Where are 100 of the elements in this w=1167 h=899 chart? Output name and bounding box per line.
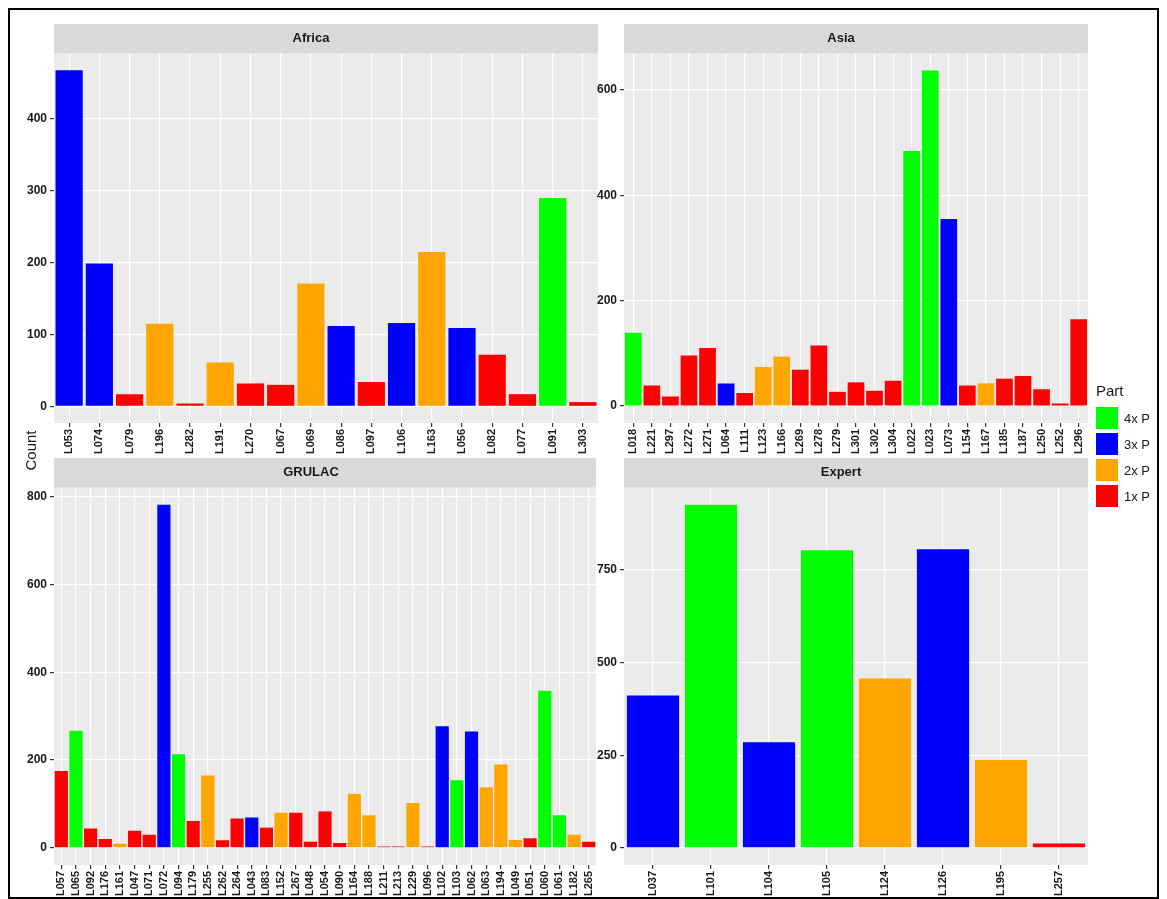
- bar: [569, 402, 597, 406]
- y-tick-label: 200: [26, 752, 48, 767]
- bar: [977, 383, 995, 406]
- x-tick-label: L057: [54, 870, 67, 897]
- bar: [146, 323, 174, 406]
- x-tick-label: L096: [420, 870, 433, 897]
- y-tick-label: 100: [26, 326, 48, 341]
- x-tick-label: L126: [936, 870, 949, 897]
- bar: [201, 775, 215, 848]
- x-tick-label: L304: [886, 428, 899, 455]
- x-tick-label: L211: [376, 870, 389, 896]
- bar: [115, 394, 144, 406]
- bar: [624, 332, 642, 406]
- bar: [903, 151, 921, 406]
- bar: [829, 391, 846, 406]
- x-tick-label: L270: [243, 428, 256, 455]
- bar: [448, 328, 476, 406]
- x-tick-label: L297: [663, 428, 676, 455]
- x-tick-label: L073: [941, 428, 954, 455]
- bar: [142, 834, 156, 848]
- chart-title: GRULAC: [283, 464, 340, 480]
- bar: [206, 362, 234, 406]
- bar: [508, 839, 523, 848]
- y-tick-label: 0: [40, 398, 48, 413]
- x-tick-label: L302: [867, 428, 880, 455]
- bar: [157, 504, 171, 848]
- bar: [736, 392, 753, 406]
- x-tick-label: L105: [820, 870, 833, 897]
- bar: [538, 690, 552, 848]
- x-tick-label: L103: [449, 870, 462, 897]
- y-tick-label: 400: [26, 111, 48, 126]
- bar: [974, 760, 1028, 848]
- x-tick-label: L051: [523, 870, 536, 897]
- bar: [406, 803, 420, 848]
- x-tick-label: L187: [1016, 428, 1029, 455]
- x-tick-label: L067: [273, 428, 286, 455]
- bar: [916, 549, 970, 848]
- bar: [847, 382, 865, 406]
- bar: [1014, 376, 1032, 406]
- bar: [267, 384, 295, 406]
- x-tick-label: L048: [303, 870, 316, 897]
- x-tick-label: L262: [215, 870, 228, 897]
- x-tick-label: L094: [171, 870, 184, 897]
- y-tick-label: 750: [596, 562, 618, 577]
- x-tick-label: L161: [112, 870, 125, 897]
- x-tick-label: L106: [394, 428, 407, 455]
- bar: [567, 834, 581, 848]
- x-tick-label: L061: [552, 870, 565, 897]
- x-tick-label: L185: [997, 428, 1010, 455]
- x-tick-label: L191: [213, 428, 226, 455]
- x-tick-label: L269: [793, 428, 806, 455]
- x-tick-label: L272: [682, 428, 694, 455]
- legend-title: Part: [1096, 382, 1125, 399]
- bar: [186, 821, 200, 848]
- x-tick-label: L090: [332, 870, 345, 897]
- x-tick-label: L194: [493, 870, 506, 897]
- x-tick-label: L062: [464, 870, 477, 897]
- bar: [357, 381, 385, 406]
- x-tick-label: L079: [122, 428, 135, 455]
- x-tick-label: L182: [567, 870, 580, 897]
- legend-label: 2x P: [1124, 462, 1151, 478]
- x-tick-label: L250: [1034, 428, 1047, 455]
- x-tick-label: L023: [923, 428, 936, 455]
- y-tick-label: 200: [596, 293, 618, 308]
- bar: [684, 504, 738, 848]
- bar: [84, 828, 98, 848]
- x-tick-label: L278: [811, 428, 824, 455]
- y-tick-label: 400: [596, 187, 618, 202]
- bar: [230, 818, 244, 848]
- bar: [742, 742, 796, 848]
- x-tick-label: L018: [626, 428, 639, 455]
- bar: [884, 380, 902, 406]
- bar: [523, 838, 537, 848]
- bar: [171, 754, 186, 848]
- bar: [958, 385, 976, 406]
- x-tick-label: L049: [508, 870, 521, 897]
- x-tick-label: L164: [347, 870, 360, 897]
- bar: [98, 839, 112, 848]
- x-tick-label: L086: [334, 428, 347, 455]
- x-tick-label: L252: [1053, 428, 1066, 455]
- x-tick-label: L166: [774, 428, 787, 455]
- x-tick-label: L083: [259, 870, 272, 897]
- bar: [539, 198, 567, 406]
- bar: [1070, 319, 1088, 406]
- bar: [662, 396, 679, 406]
- bar: [464, 731, 479, 848]
- x-tick-label: L188: [362, 870, 375, 897]
- x-tick-label: L069: [303, 428, 316, 455]
- legend-label: 3x P: [1124, 436, 1151, 452]
- bar: [699, 348, 716, 406]
- bar: [680, 355, 698, 406]
- bar: [418, 251, 446, 406]
- bar: [717, 383, 735, 406]
- x-tick-label: L152: [274, 870, 287, 897]
- legend-label: 1x P: [1124, 488, 1151, 504]
- x-tick-label: L267: [288, 870, 301, 897]
- x-tick-label: L301: [849, 428, 862, 455]
- bar: [113, 843, 127, 848]
- x-tick-label: L056: [455, 428, 468, 455]
- x-tick-label: L255: [200, 870, 213, 897]
